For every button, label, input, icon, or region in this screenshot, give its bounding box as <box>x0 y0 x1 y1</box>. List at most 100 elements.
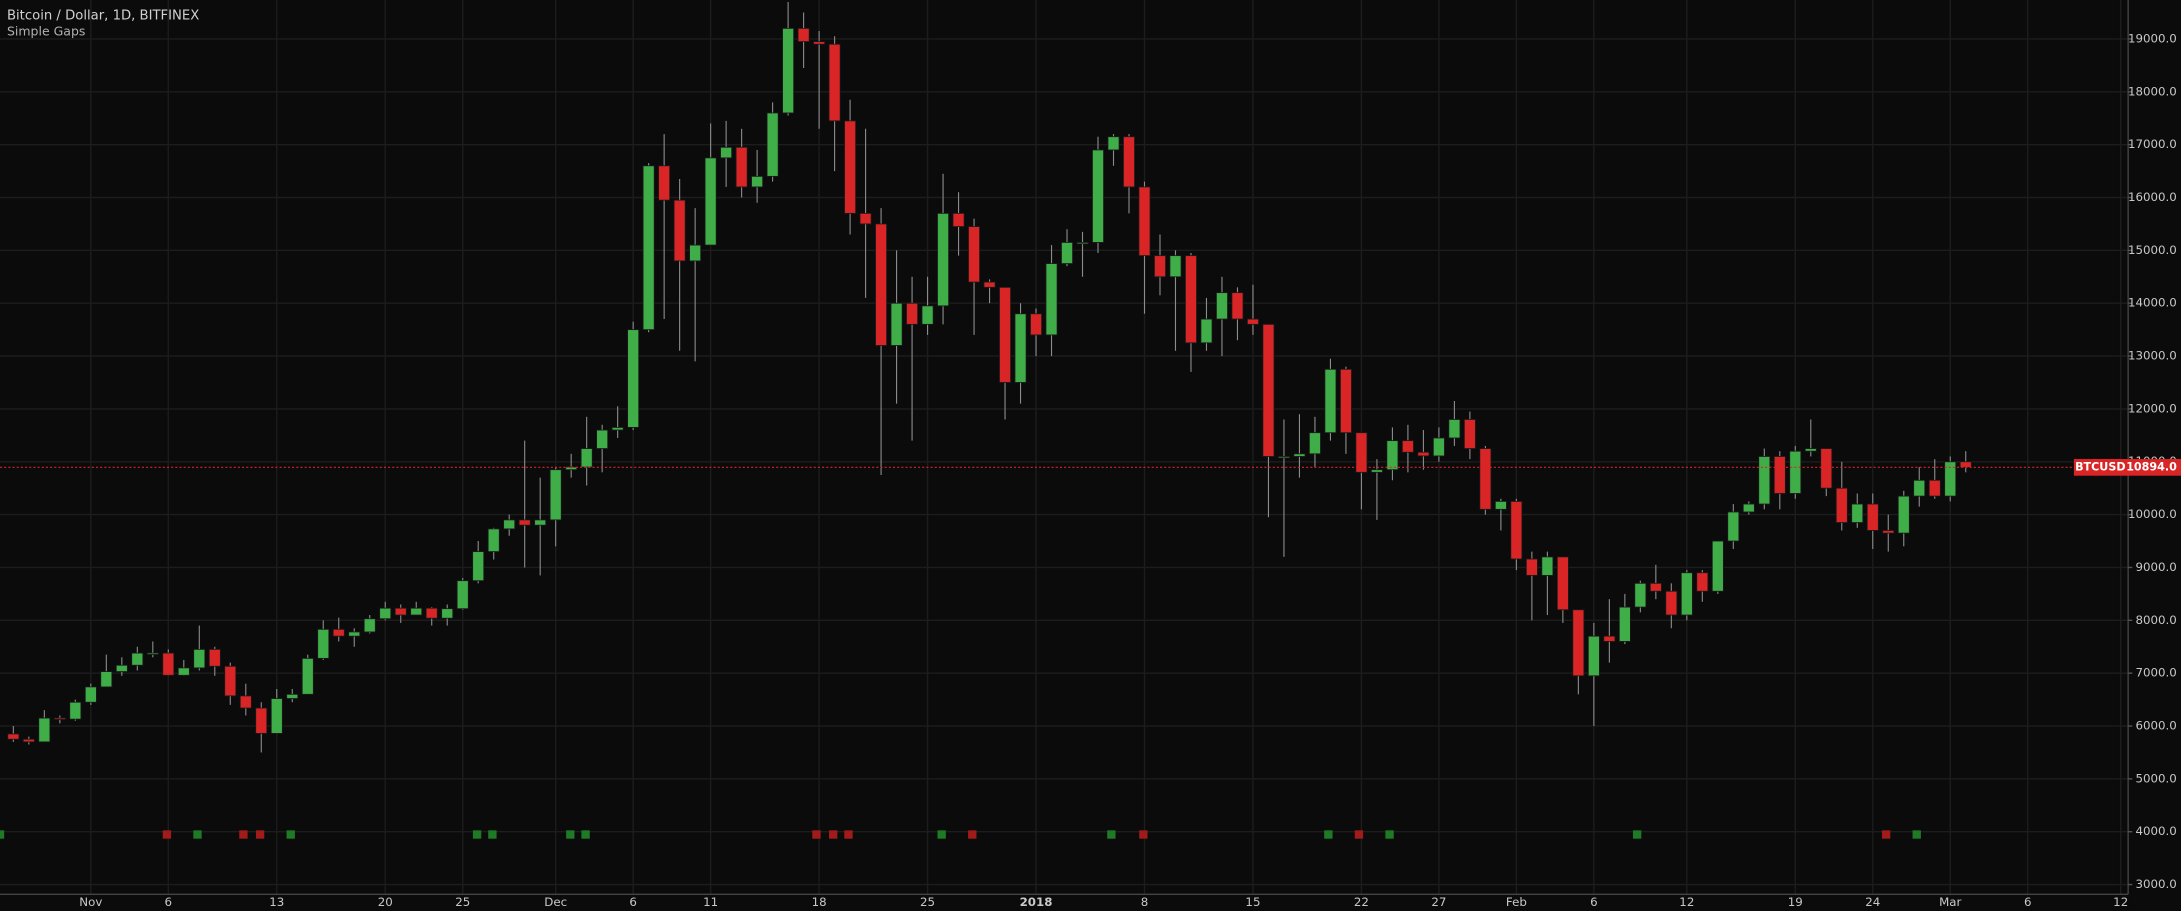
candle-body <box>394 607 407 616</box>
candle-body <box>1804 448 1817 452</box>
gap-markers <box>0 830 1921 839</box>
gap-marker <box>1912 830 1921 839</box>
gap-marker <box>581 830 590 839</box>
candle-body <box>1293 453 1306 457</box>
candle-body <box>7 733 20 740</box>
x-tick-label: 6 <box>1590 895 1598 909</box>
candle-body <box>1463 419 1476 449</box>
gap-marker <box>844 830 853 839</box>
x-tick-label: 11 <box>703 895 718 909</box>
candle-body <box>239 695 252 709</box>
candle-body <box>1231 292 1244 320</box>
candle-body <box>906 302 919 325</box>
candle-body <box>642 165 655 331</box>
y-tick-label: 12000.0 <box>2128 401 2177 415</box>
candle-body <box>859 212 872 225</box>
candle-body <box>1370 469 1383 473</box>
candle-body <box>782 27 795 114</box>
x-tick-label: 24 <box>1865 895 1880 909</box>
candle-body <box>1494 500 1507 510</box>
y-tick-label: 4000.0 <box>2135 824 2176 838</box>
candle-body <box>38 717 51 743</box>
candle-body <box>348 631 361 637</box>
candle-body <box>456 580 469 610</box>
candle-body <box>1820 448 1833 489</box>
candle-body <box>1928 479 1941 497</box>
chart-title: Bitcoin / Dollar, 1D, BITFINEX <box>7 8 199 23</box>
candle-body <box>921 305 934 325</box>
gap-marker <box>1354 830 1364 839</box>
y-tick-label: 17000.0 <box>2128 137 2177 151</box>
x-tick-label: 6 <box>165 895 173 909</box>
x-tick-label: 22 <box>1354 895 1369 909</box>
gap-marker <box>162 830 172 839</box>
candle-body <box>937 212 950 307</box>
candle-body <box>1665 590 1678 616</box>
candle-body <box>1185 255 1197 344</box>
candle-body <box>1030 313 1043 336</box>
candle-body <box>983 281 996 288</box>
candles <box>7 1 1972 753</box>
candle-body <box>410 607 423 616</box>
candle-body <box>1541 556 1554 576</box>
candle-body <box>1432 437 1445 457</box>
candle-body <box>1944 461 1957 497</box>
candle-body <box>255 707 268 734</box>
x-tick-label: 8 <box>1141 895 1149 909</box>
candle-body <box>580 448 593 468</box>
candle-body <box>844 120 857 214</box>
y-tick-label: 9000.0 <box>2135 560 2176 574</box>
candle-body <box>146 652 159 655</box>
candle-body <box>952 212 965 227</box>
candle-body <box>1742 503 1755 513</box>
candle-body <box>503 519 516 530</box>
candle-body <box>1355 432 1368 473</box>
candle-body <box>224 665 237 697</box>
candle-body <box>1634 582 1647 608</box>
gap-marker <box>488 830 497 839</box>
gap-marker <box>1324 830 1333 839</box>
candle-body <box>1510 500 1523 560</box>
candle-body <box>1479 448 1492 510</box>
x-tick-label: 6 <box>2024 895 2032 909</box>
candle-body <box>968 226 981 283</box>
x-tick-label: 19 <box>1788 895 1803 909</box>
x-tick-label: 12 <box>2113 895 2128 909</box>
candle-body <box>1727 511 1740 542</box>
candle-body <box>1076 242 1089 245</box>
x-tick-label: 15 <box>1245 895 1260 909</box>
candle-body <box>1308 432 1321 455</box>
candle-body <box>1618 606 1631 642</box>
candle-body <box>1123 136 1135 188</box>
indicator-name: Simple Gaps <box>7 23 85 38</box>
candle-body <box>100 671 113 688</box>
x-tick-label: Nov <box>79 895 102 909</box>
candle-body <box>534 519 547 526</box>
candle-body <box>286 693 299 699</box>
y-tick-label: 8000.0 <box>2135 613 2176 627</box>
candle-body <box>813 41 826 45</box>
candle-body <box>487 528 500 553</box>
candle-body <box>1603 635 1616 642</box>
x-tick-label: Mar <box>1939 895 1961 909</box>
candle-body <box>1277 456 1290 459</box>
y-tick-label: 13000.0 <box>2128 349 2177 363</box>
y-tick-label: 15000.0 <box>2128 243 2177 257</box>
candle-body <box>673 199 686 262</box>
y-tick-label: 6000.0 <box>2135 719 2176 733</box>
gap-marker <box>1107 830 1116 839</box>
candle-body <box>1758 456 1771 505</box>
x-tick-label: 25 <box>920 895 935 909</box>
candle-body <box>208 648 221 667</box>
gap-marker <box>193 830 202 839</box>
candle-body <box>1959 461 1972 468</box>
gap-marker <box>1385 830 1394 839</box>
candle-body <box>472 551 485 582</box>
candle-body <box>115 664 128 672</box>
axes: 3000.0 4000.0 5000.0 6000.0 7000.0 8000.0 9000… <box>0 31 2181 909</box>
candle-body <box>1154 255 1166 278</box>
gap-marker <box>1632 830 1642 839</box>
candle-body <box>1061 242 1074 264</box>
